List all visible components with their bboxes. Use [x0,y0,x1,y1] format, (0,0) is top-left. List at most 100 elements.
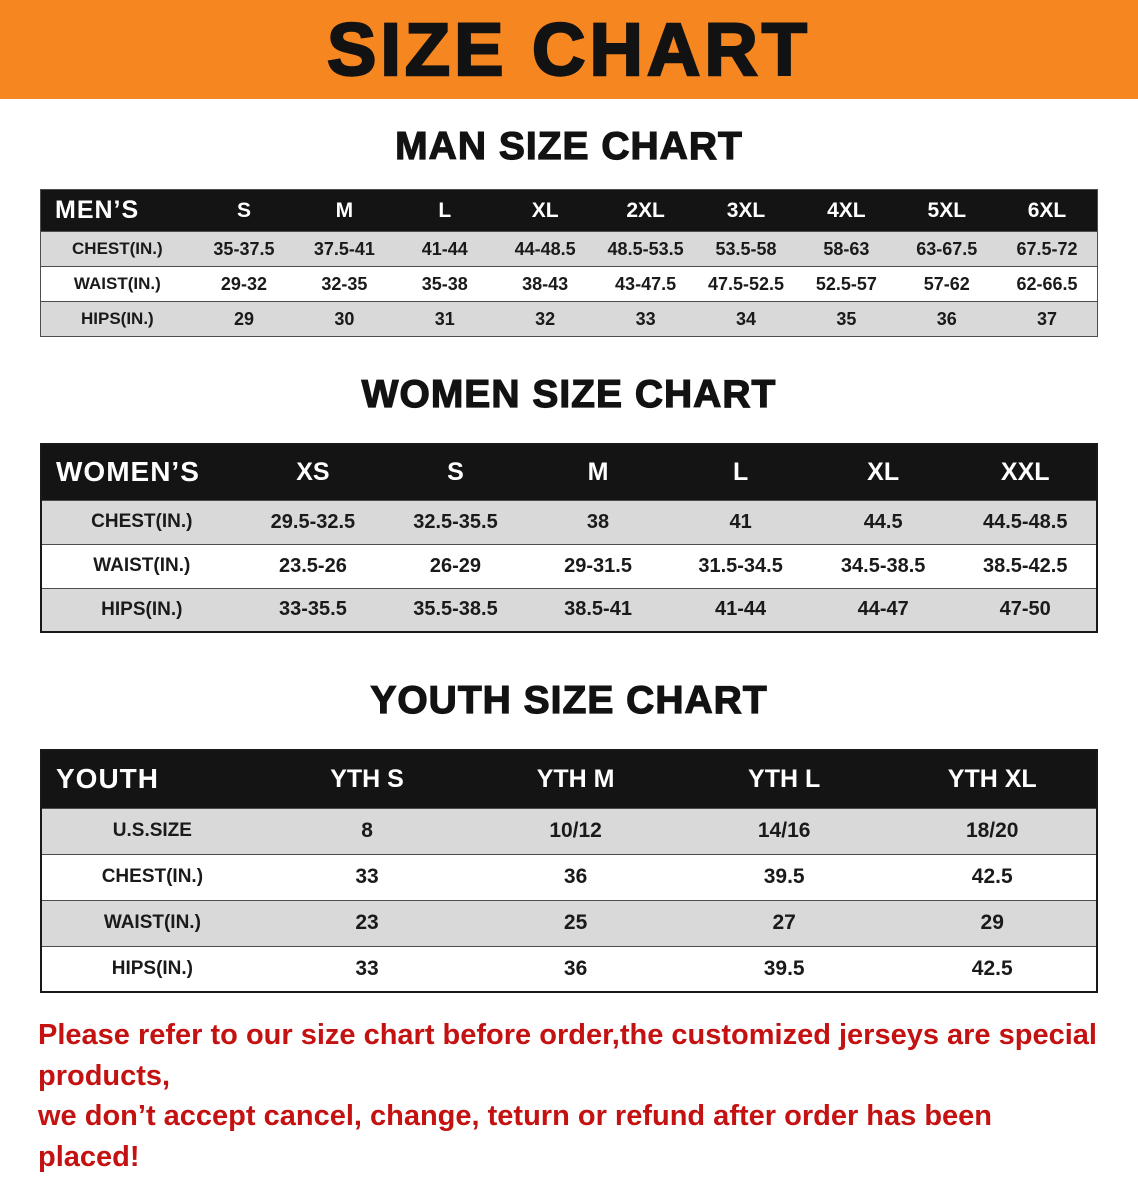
size-value-cell-5xl: 63-67.5 [916,238,978,259]
size-value-cell-6xl: 67.5-72 [1016,238,1078,259]
size-value-cell-yth-xl: 18/20 [965,819,1019,842]
page-title: SIZE CHART [326,7,811,91]
size-value-cell-xl: 44-47 [857,598,909,621]
youth-header-row: YOUTH YTH S YTH M YTH L YTH XL [41,750,1097,808]
size-value-cell-6xl: 37 [1036,308,1058,329]
women-row-hips-in: HIPS(IN.) 33-35.5 35.5-38.5 38.5-41 41-44 44-… [41,588,1097,632]
youth-column-header-yth-l: YTH L [679,750,889,808]
size-value-cell-l: 35-38 [421,273,468,294]
size-value-cell-xl: 32 [535,308,556,329]
youth-row-chest-in: CHEST(IN.) 33 36 39.5 42.5 [41,854,1097,900]
women-row-waist-in: WAIST(IN.) 23.5-26 26-29 29-31.5 31.5-34.5 34… [41,544,1097,588]
youth-size-chart-title: YOUTH SIZE CHART [370,678,768,722]
men-column-header-s: S [193,189,295,232]
size-value-cell-l: 41-44 [715,598,767,621]
size-value-cell-6xl: 62-66.5 [1016,273,1078,294]
row-label: HIPS(IN.) [111,957,194,979]
size-chart-banner: SIZE CHART [0,0,1138,99]
size-value-cell-m: 32-35 [321,273,368,294]
youth-size-table: YOUTH YTH S YTH M YTH L YTH XL U.S.SIZE 8 10/12… [40,749,1098,993]
men-column-header-6xl: 6XL [997,189,1098,232]
size-value-cell-yth-l: 39.5 [763,865,805,888]
row-label: CHEST(IN.) [72,239,163,258]
size-value-cell-yth-l: 39.5 [763,956,805,980]
men-table-header-label: MEN’S [40,189,194,232]
women-size-chart-title: WOMEN SIZE CHART [361,372,777,416]
size-value-cell-s: 32.5-35.5 [413,510,498,533]
size-value-cell-xxl: 47-50 [999,598,1051,621]
size-value-cell-s: 29-32 [220,273,267,294]
youth-table-header-label: YOUTH [41,750,263,808]
size-value-cell-yth-m: 10/12 [549,819,602,842]
size-value-cell-yth-s: 8 [361,819,373,842]
men-row-hips-in: HIPS(IN.) 29 30 31 32 33 34 35 36 37 [40,301,1098,337]
disclaimer: Please refer to our size chart before or… [0,1015,1138,1177]
youth-row-hips-in: HIPS(IN.) 33 36 39.5 42.5 [41,946,1097,992]
size-value-cell-s: 26-29 [429,554,482,577]
youth-size-chart-section: YOUTH SIZE CHART YOUTH YTH S YTH M YTH L YTH… [0,633,1138,993]
youth-column-header-yth-m: YTH M [471,750,680,808]
size-value-cell-yth-s: 23 [355,911,379,934]
size-value-cell-xl: 44-48.5 [514,238,576,259]
size-value-cell-xl: 34.5-38.5 [840,554,926,577]
size-value-cell-l: 41-44 [421,238,468,259]
youth-column-header-yth-s: YTH S [262,750,472,808]
size-value-cell-yth-l: 27 [772,911,796,934]
women-row-chest-in: CHEST(IN.) 29.5-32.5 32.5-35.5 38 41 44.5 44.5… [41,500,1097,544]
size-value-cell-l: 31.5-34.5 [698,554,783,577]
men-column-header-5xl: 5XL [896,189,997,232]
row-label: WAIST(IN.) [93,555,191,576]
size-value-cell-yth-m: 36 [563,865,588,888]
women-column-header-xxl: XXL [954,444,1097,500]
women-column-header-m: M [526,444,670,500]
size-value-cell-xxl: 44.5-48.5 [982,510,1068,533]
man-size-chart-section: MAN SIZE CHART MEN’S S M L XL 2XL 3XL 4XL 5XL 6XL… [0,99,1138,337]
size-value-cell-m: 29-31.5 [564,554,632,577]
size-value-cell-yth-m: 25 [563,911,588,934]
size-value-cell-5xl: 57-62 [923,273,970,294]
row-label: CHEST(IN.) [101,866,204,887]
row-label: WAIST(IN.) [103,912,201,933]
women-column-header-s: S [384,444,527,500]
size-value-cell-yth-m: 36 [563,956,588,980]
size-value-cell-yth-s: 33 [355,956,379,980]
women-size-chart-section: WOMEN SIZE CHART WOMEN’S XS S M L XL XXL CHEST(… [0,337,1138,633]
size-value-cell-4xl: 52.5-57 [815,273,877,294]
size-value-cell-m: 38 [586,510,610,533]
size-value-cell-xxl: 38.5-42.5 [982,554,1068,577]
size-value-cell-xs: 33-35.5 [278,598,347,621]
disclaimer-line-2: we don’t accept cancel, change, teturn o… [38,1100,992,1173]
size-value-cell-m: 38.5-41 [564,598,632,621]
men-size-table: MEN’S S M L XL 2XL 3XL 4XL 5XL 6XL CHEST(IN.) 35-37… [40,189,1098,337]
men-row-waist-in: WAIST(IN.) 29-32 32-35 35-38 38-43 43-47.5 47.… [40,266,1098,302]
size-value-cell-2xl: 33 [635,308,656,329]
women-size-table: WOMEN’S XS S M L XL XXL CHEST(IN.) 29.5-32.5 32.5… [40,443,1098,633]
size-value-cell-4xl: 35 [836,308,857,329]
size-value-cell-2xl: 48.5-53.5 [607,238,684,259]
women-table-header-label: WOMEN’S [41,444,242,500]
men-column-header-3xl: 3XL [695,189,797,232]
disclaimer-line-1: Please refer to our size chart before or… [38,1019,1097,1092]
size-value-cell-4xl: 58-63 [823,238,870,259]
men-column-header-2xl: 2XL [595,189,696,232]
women-column-header-xl: XL [811,444,955,500]
size-value-cell-l: 41 [729,510,752,533]
youth-column-header-yth-xl: YTH XL [888,750,1097,808]
size-value-cell-yth-l: 14/16 [757,819,811,842]
youth-row-u-s-size: U.S.SIZE 8 10/12 14/16 18/20 [41,808,1097,854]
row-label: HIPS(IN.) [101,598,183,620]
youth-row-waist-in: WAIST(IN.) 23 25 27 29 [41,900,1097,946]
size-value-cell-yth-xl: 42.5 [971,956,1013,980]
men-header-row: MEN’S S M L XL 2XL 3XL 4XL 5XL 6XL [40,189,1098,232]
women-header-row: WOMEN’S XS S M L XL XXL [41,444,1097,500]
size-value-cell-m: 30 [334,308,355,329]
size-value-cell-xl: 44.5 [863,510,903,533]
men-column-header-l: L [394,189,495,232]
size-value-cell-m: 37.5-41 [313,238,375,259]
size-value-cell-l: 31 [434,308,455,329]
men-column-header-xl: XL [494,189,596,232]
size-value-cell-3xl: 47.5-52.5 [707,273,785,294]
men-column-header-4xl: 4XL [796,189,897,232]
women-column-header-l: L [669,444,812,500]
size-value-cell-2xl: 43-47.5 [615,273,677,294]
